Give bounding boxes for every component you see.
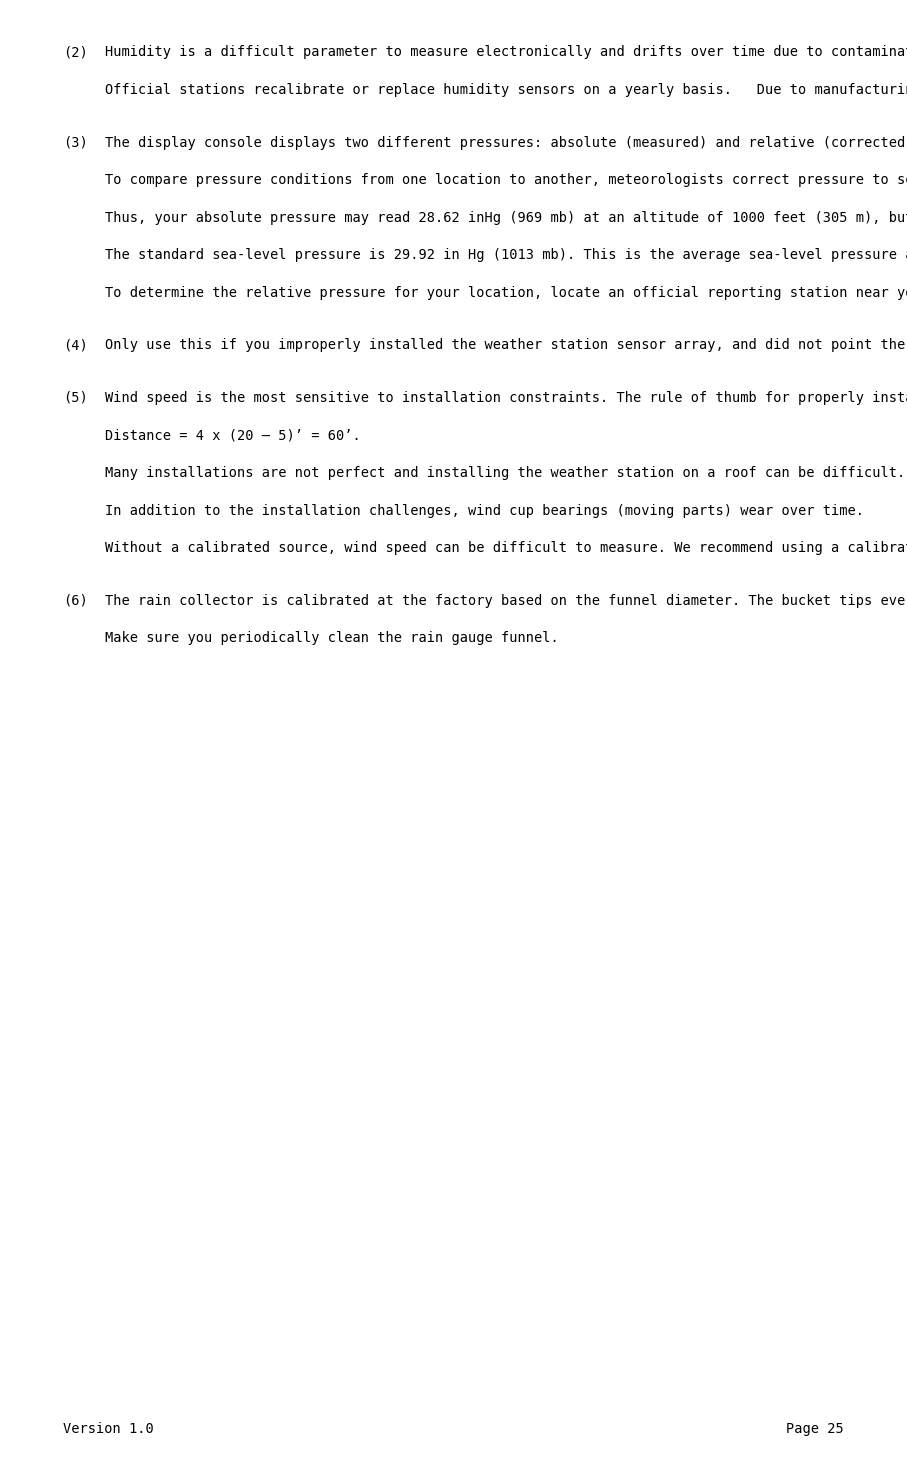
- Text: Make sure you periodically clean the rain gauge funnel.: Make sure you periodically clean the rai…: [105, 631, 559, 646]
- Text: Page 25: Page 25: [786, 1422, 844, 1436]
- Text: The display console displays two different pressures: absolute (measured) and re: The display console displays two differe…: [105, 136, 907, 149]
- Text: Humidity is a difficult parameter to measure electronically and drifts over time: Humidity is a difficult parameter to mea…: [105, 46, 907, 59]
- Text: Without a calibrated source, wind speed can be difficult to measure. We recommen: Without a calibrated source, wind speed …: [105, 541, 907, 556]
- Text: Official stations recalibrate or replace humidity sensors on a yearly basis.   D: Official stations recalibrate or replace…: [105, 83, 907, 97]
- Text: Distance = 4 x (20 – 5)’ = 60’.: Distance = 4 x (20 – 5)’ = 60’.: [105, 429, 361, 442]
- Text: In addition to the installation challenges, wind cup bearings (moving parts) wea: In addition to the installation challeng…: [105, 504, 864, 517]
- Text: The rain collector is calibrated at the factory based on the funnel diameter. Th: The rain collector is calibrated at the …: [105, 594, 907, 607]
- Text: (2): (2): [63, 46, 88, 59]
- Text: Version 1.0: Version 1.0: [63, 1422, 154, 1436]
- Text: (5): (5): [63, 391, 88, 405]
- Text: Only use this if you improperly installed the weather station sensor array, and : Only use this if you improperly installe…: [105, 339, 907, 352]
- Text: Many installations are not perfect and installing the weather station on a roof : Many installations are not perfect and i…: [105, 466, 907, 481]
- Text: (3): (3): [63, 136, 88, 149]
- Text: Thus, your absolute pressure may read 28.62 inHg (969 mb) at an altitude of 1000: Thus, your absolute pressure may read 28…: [105, 211, 907, 224]
- Text: (6): (6): [63, 594, 88, 607]
- Text: To compare pressure conditions from one location to another, meteorologists corr: To compare pressure conditions from one …: [105, 172, 907, 187]
- Text: (4): (4): [63, 339, 88, 352]
- Text: Wind speed is the most sensitive to installation constraints. The rule of thumb : Wind speed is the most sensitive to inst…: [105, 391, 907, 405]
- Text: The standard sea-level pressure is 29.92 in Hg (1013 mb). This is the average se: The standard sea-level pressure is 29.92…: [105, 248, 907, 262]
- Text: To determine the relative pressure for your location, locate an official reporti: To determine the relative pressure for y…: [105, 286, 907, 299]
